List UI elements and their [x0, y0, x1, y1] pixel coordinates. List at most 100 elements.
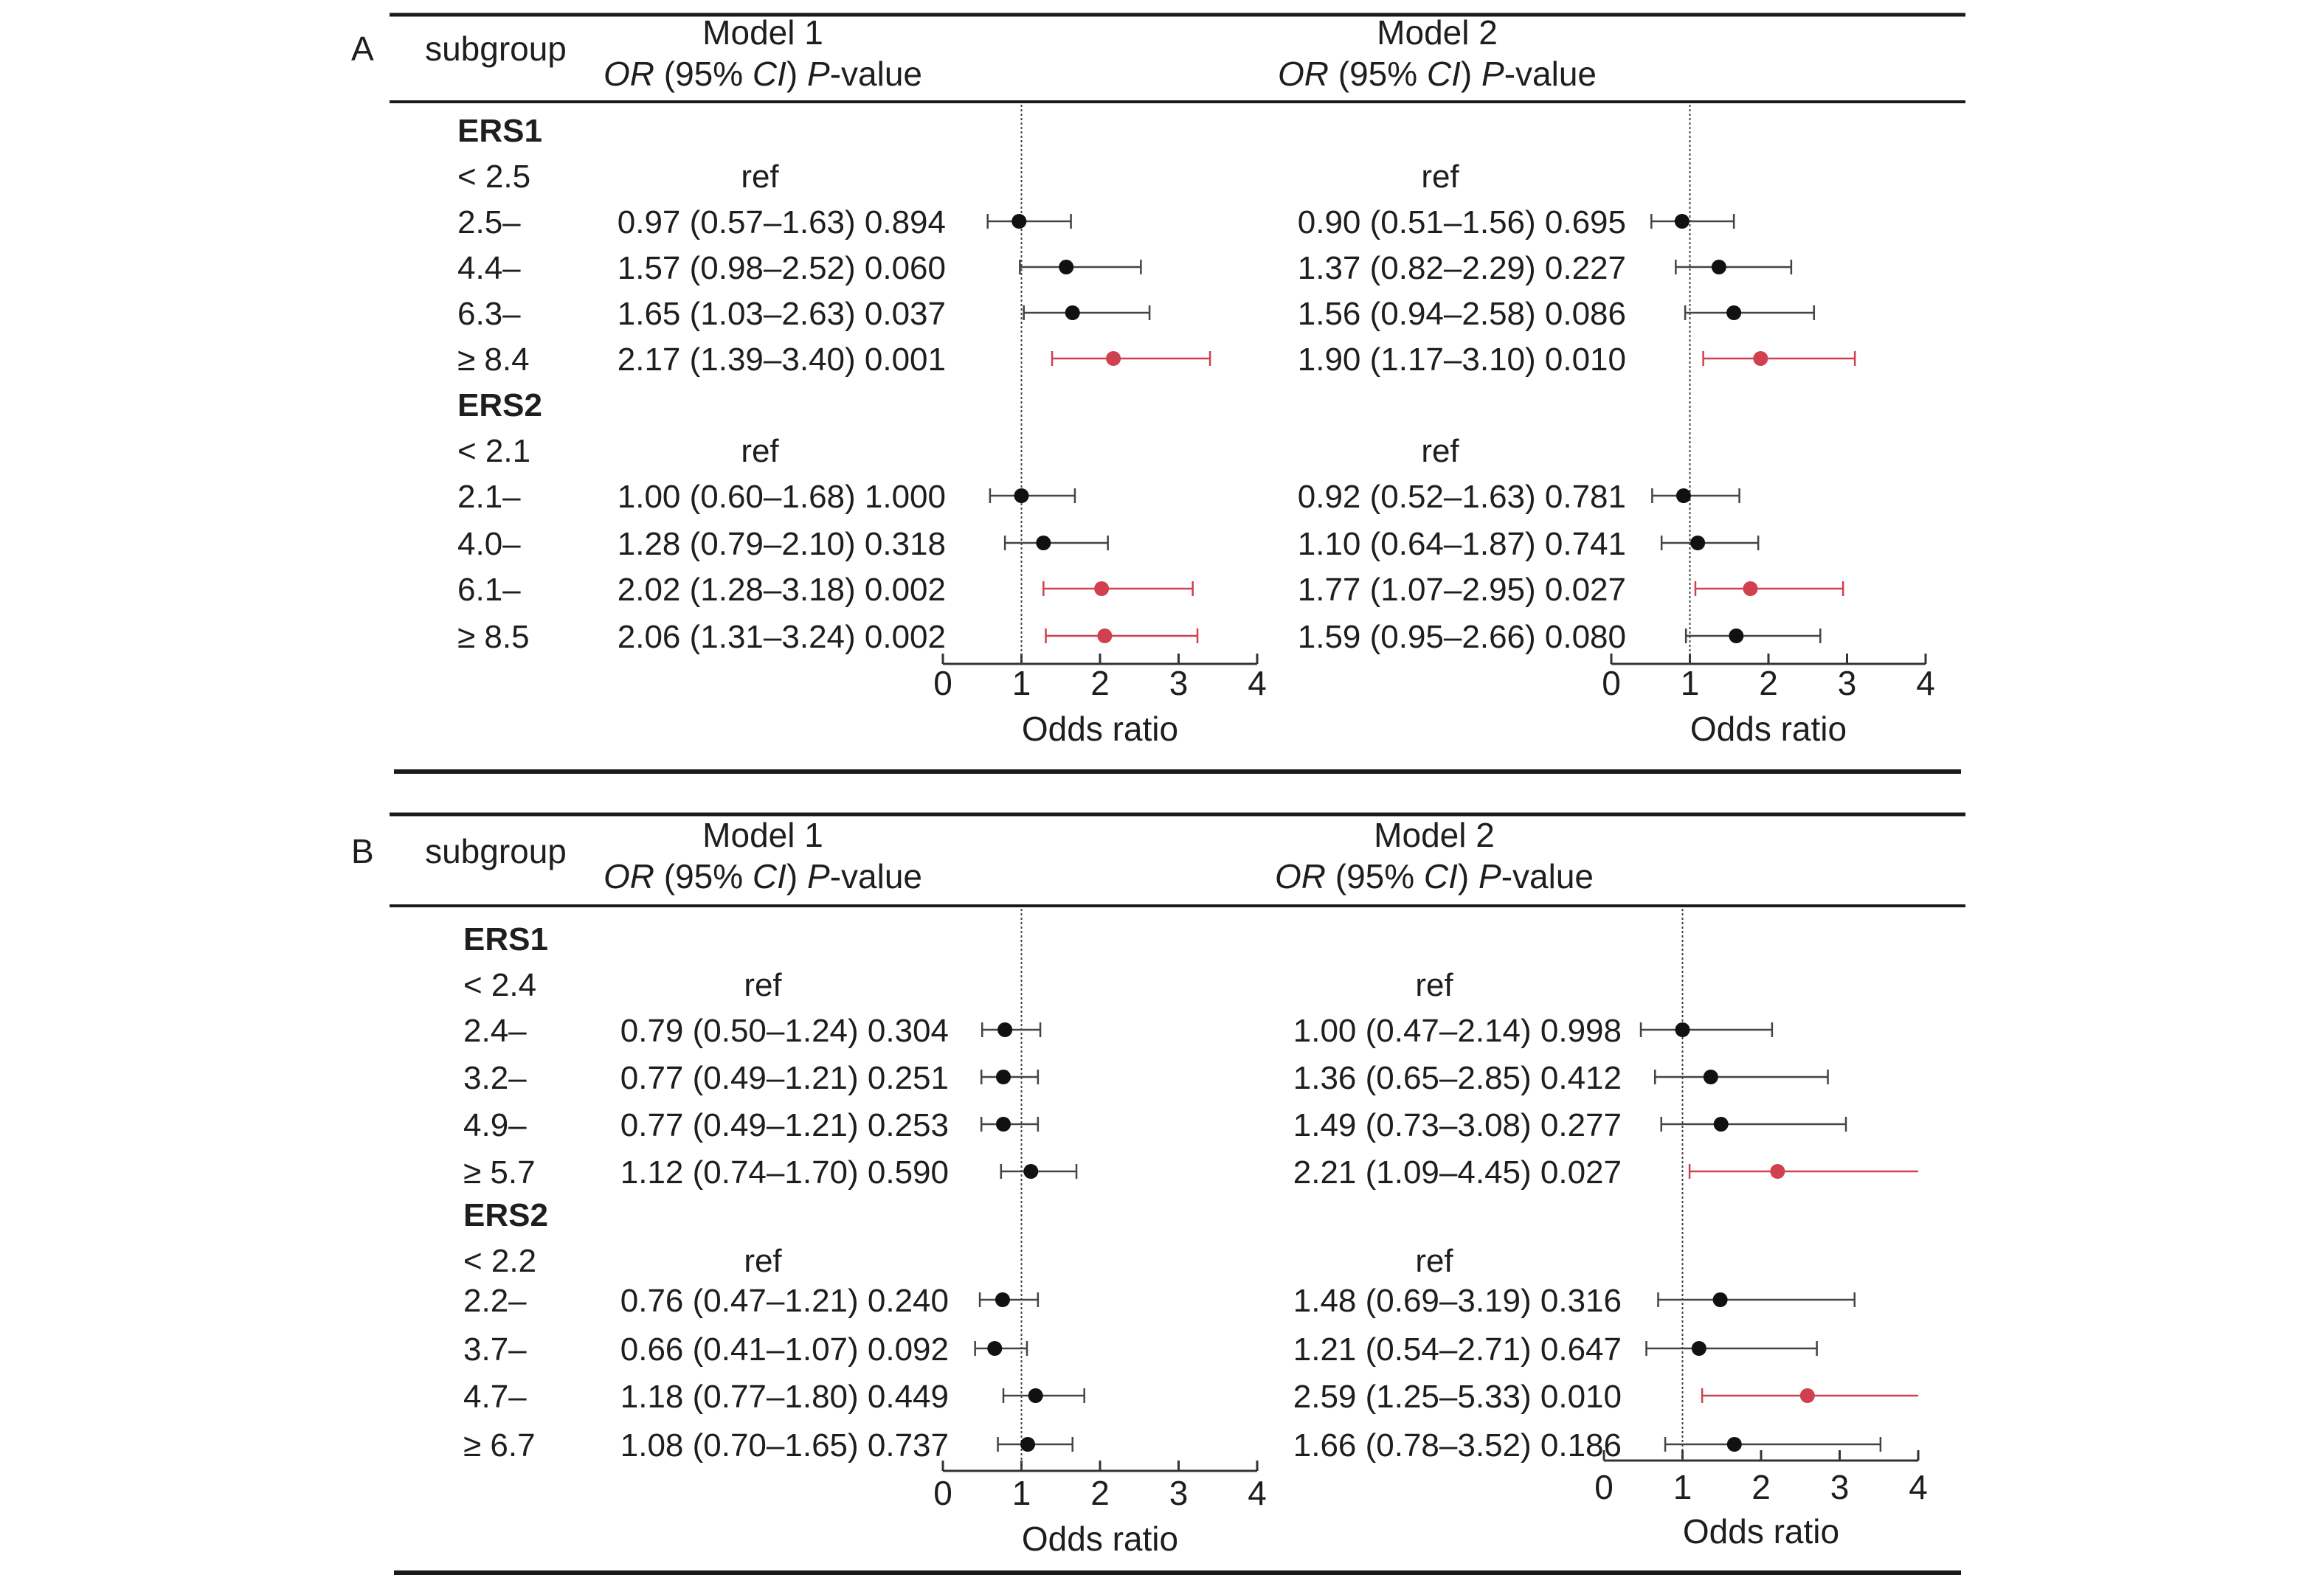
model1-estimate-text: 2.06 (1.31–3.24) 0.002	[618, 619, 946, 655]
x-axis-title: Odds ratio	[1683, 1512, 1839, 1551]
subgroup-row: 6.3– 1.65 (1.03–2.63) 0.037 1.56 (0.94–2.5…	[457, 296, 1816, 332]
group-label: ERS2	[457, 387, 542, 423]
x-tick-label: 2	[1759, 664, 1778, 702]
point-estimate	[1020, 1437, 1036, 1452]
subgroup-row: 2.5– 0.97 (0.57–1.63) 0.894 0.90 (0.51–1.5…	[457, 204, 1735, 240]
model2-stat-header: OR (95% CI) P-value	[1275, 857, 1594, 896]
model1-estimate-text: 1.57 (0.98–2.52) 0.060	[618, 250, 946, 286]
model2-estimate-text: 1.00 (0.47–2.14) 0.998	[1293, 1013, 1622, 1049]
subgroup-label: 2.1–	[457, 479, 521, 515]
subgroup-label: ≥ 8.4	[457, 342, 530, 378]
subgroup-row: 3.2– 0.77 (0.49–1.21) 0.251 1.36 (0.65–2.8…	[463, 1060, 1829, 1096]
x-tick-label: 0	[1602, 664, 1621, 702]
x-axis-title: Odds ratio	[1022, 710, 1178, 748]
model1-estimate-text: 0.76 (0.47–1.21) 0.240	[620, 1283, 949, 1319]
point-estimate	[1028, 1388, 1043, 1403]
model1-axis: 0 1 2 3 4 Odds ratio	[933, 909, 1267, 1558]
point-estimate	[1770, 1164, 1785, 1179]
model1-estimate-text: 0.66 (0.41–1.07) 0.092	[620, 1331, 949, 1368]
x-tick-label: 2	[1090, 1474, 1110, 1512]
subgroup-label: 6.3–	[457, 296, 521, 332]
group-header-row: ERS2	[463, 1197, 548, 1233]
model1-estimate-text: 0.97 (0.57–1.63) 0.894	[618, 204, 946, 240]
x-tick-label: 4	[1248, 664, 1267, 702]
subgroup-label: 3.2–	[463, 1060, 527, 1096]
point-estimate	[1674, 214, 1690, 229]
point-estimate	[1675, 488, 1691, 503]
subgroup-row: ≥ 8.4 2.17 (1.39–3.40) 0.001 1.90 (1.17–3.…	[457, 342, 1856, 378]
point-estimate	[1011, 214, 1027, 229]
model2-ref-label: ref	[1415, 967, 1453, 1003]
model1-estimate-text: 1.65 (1.03–2.63) 0.037	[618, 296, 946, 332]
model2-estimate-text: 1.37 (0.82–2.29) 0.227	[1298, 250, 1626, 286]
model2-estimate-text: 1.21 (0.54–2.71) 0.647	[1293, 1331, 1622, 1368]
x-tick-label: 3	[1838, 664, 1857, 702]
subgroup-label: 4.4–	[457, 250, 521, 286]
x-tick-label: 0	[933, 664, 952, 702]
model2-axis: 0 1 2 3 4 Odds ratio	[1594, 909, 1928, 1551]
model2-estimate-text: 1.10 (0.64–1.87) 0.741	[1298, 526, 1626, 562]
model1-stat-header: OR (95% CI) P-value	[604, 55, 922, 93]
model1-ref-label: ref	[741, 433, 779, 469]
model1-estimate-text: 0.79 (0.50–1.24) 0.304	[620, 1013, 949, 1049]
model1-ref-label: ref	[744, 967, 782, 1003]
panel-letter: B	[351, 832, 374, 870]
subgroup-row: 6.1– 2.02 (1.28–3.18) 0.002 1.77 (1.07–2.9…	[457, 572, 1844, 608]
subgroup-label: 2.5–	[457, 204, 521, 240]
model1-axis: 0 1 2 3 4 Odds ratio	[933, 105, 1267, 748]
subgroup-label: < 2.4	[463, 967, 536, 1003]
model2-estimate-text: 1.59 (0.95–2.66) 0.080	[1298, 619, 1626, 655]
x-axis-title: Odds ratio	[1690, 710, 1847, 748]
subgroup-label: 4.9–	[463, 1107, 527, 1143]
model2-axis: 0 1 2 3 4 Odds ratio	[1602, 105, 1935, 748]
model2-estimate-text: 1.49 (0.73–3.08) 0.277	[1293, 1107, 1622, 1143]
point-estimate	[1097, 628, 1113, 643]
subgroup-row: 3.7– 0.66 (0.41–1.07) 0.092 1.21 (0.54–2.7…	[463, 1331, 1818, 1368]
subgroup-label: 6.1–	[457, 572, 521, 608]
group-header-row: ERS2	[457, 387, 542, 423]
point-estimate	[1713, 1117, 1729, 1132]
point-estimate	[1023, 1164, 1039, 1179]
subgroup-label: ≥ 6.7	[463, 1427, 536, 1464]
x-tick-label: 1	[1673, 1468, 1692, 1506]
subgroup-header: subgroup	[425, 30, 567, 68]
subgroup-row: 2.4– 0.79 (0.50–1.24) 0.304 1.00 (0.47–2.1…	[463, 1013, 1774, 1049]
x-tick-label: 4	[1248, 1474, 1267, 1512]
model2-estimate-text: 2.59 (1.25–5.33) 0.010	[1293, 1379, 1622, 1415]
model1-estimate-text: 2.17 (1.39–3.40) 0.001	[618, 342, 946, 378]
model1-header: Model 1	[702, 816, 823, 854]
subgroup-row: < 2.1 ref ref	[457, 433, 1459, 469]
group-label: ERS1	[457, 113, 542, 149]
subgroup-label: 2.2–	[463, 1283, 527, 1319]
model2-estimate-text: 1.56 (0.94–2.58) 0.086	[1298, 296, 1626, 332]
model1-ref-label: ref	[744, 1243, 782, 1279]
model2-estimate-text: 0.90 (0.51–1.56) 0.695	[1298, 204, 1626, 240]
model1-estimate-text: 1.18 (0.77–1.80) 0.449	[620, 1379, 949, 1415]
point-estimate	[1743, 581, 1758, 596]
point-estimate	[1675, 1022, 1690, 1037]
x-tick-label: 0	[1594, 1468, 1614, 1506]
model2-estimate-text: 2.21 (1.09–4.45) 0.027	[1293, 1154, 1622, 1191]
x-tick-label: 3	[1169, 1474, 1189, 1512]
subgroup-row: 4.7– 1.18 (0.77–1.80) 0.449 2.59 (1.25–5.3…	[463, 1379, 1918, 1415]
point-estimate	[997, 1022, 1013, 1037]
point-estimate	[996, 1117, 1011, 1132]
model2-estimate-text: 1.36 (0.65–2.85) 0.412	[1293, 1060, 1622, 1096]
model1-estimate-text: 2.02 (1.28–3.18) 0.002	[618, 572, 946, 608]
x-tick-label: 0	[933, 1474, 952, 1512]
model1-ref-label: ref	[741, 159, 779, 195]
x-tick-label: 1	[1012, 1474, 1031, 1512]
subgroup-label: < 2.1	[457, 433, 530, 469]
x-tick-label: 4	[1909, 1468, 1928, 1506]
model1-estimate-text: 1.00 (0.60–1.68) 1.000	[618, 479, 946, 515]
point-estimate	[1703, 1070, 1718, 1084]
model2-ref-label: ref	[1415, 1243, 1453, 1279]
model1-stat-header: OR (95% CI) P-value	[604, 857, 922, 896]
group-header-row: ERS1	[463, 921, 548, 957]
subgroup-row: < 2.4 ref ref	[463, 967, 1453, 1003]
x-tick-label: 1	[1681, 664, 1700, 702]
x-axis-title: Odds ratio	[1022, 1520, 1178, 1558]
model2-estimate-text: 1.66 (0.78–3.52) 0.186	[1293, 1427, 1622, 1464]
point-estimate	[1059, 260, 1074, 274]
